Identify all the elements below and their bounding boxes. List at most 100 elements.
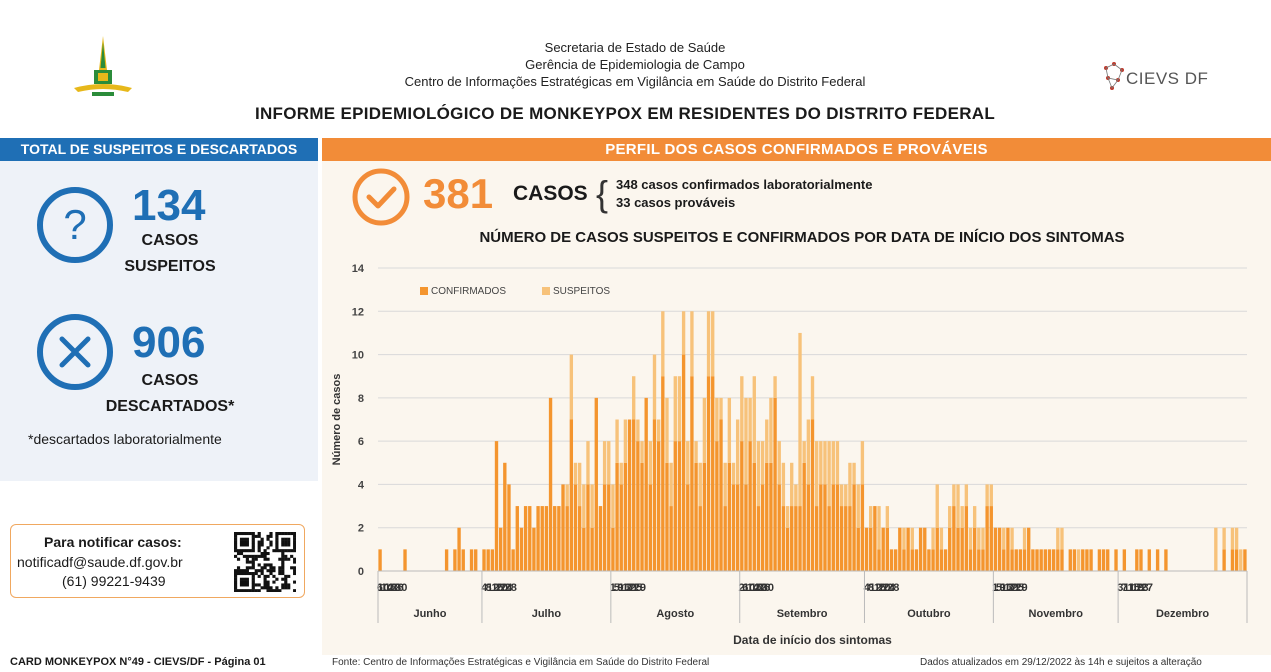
bar-confirmados bbox=[765, 462, 769, 571]
x-tick-label: 27 bbox=[1141, 582, 1153, 594]
bar-confirmados bbox=[507, 484, 511, 571]
bar-suspeitos bbox=[577, 462, 582, 507]
bar-confirmados bbox=[636, 441, 640, 571]
bar-suspeitos bbox=[636, 419, 640, 442]
bar-confirmados bbox=[977, 549, 981, 571]
bar-confirmados bbox=[706, 376, 711, 571]
bar-confirmados bbox=[819, 484, 823, 571]
bar-suspeitos bbox=[681, 311, 686, 355]
bar-suspeitos bbox=[848, 462, 852, 507]
bar-confirmados bbox=[1043, 549, 1048, 571]
x-tick-label: 18 bbox=[750, 582, 762, 594]
bar-confirmados bbox=[873, 506, 877, 571]
legend-swatch-suspeitos bbox=[542, 287, 550, 295]
bar-confirmados bbox=[918, 527, 923, 571]
x-tick-label: 12 bbox=[869, 582, 881, 594]
discarded-footnote: *descartados laboratorialmente bbox=[28, 431, 222, 447]
bar-confirmados bbox=[673, 441, 677, 571]
bar-confirmados bbox=[474, 549, 478, 571]
y-tick-label: 0 bbox=[358, 566, 364, 578]
y-tick-label: 6 bbox=[358, 436, 364, 448]
bar-confirmados bbox=[1234, 549, 1239, 571]
bar-confirmados bbox=[1018, 549, 1023, 571]
bar-confirmados bbox=[985, 506, 989, 571]
bar-confirmados bbox=[1039, 549, 1043, 571]
x-tick-label: 4 bbox=[481, 582, 488, 594]
bar-confirmados bbox=[1072, 549, 1077, 571]
bar-suspeitos bbox=[956, 484, 960, 528]
x-tick-label: 20 bbox=[496, 582, 508, 594]
bar-suspeitos bbox=[885, 506, 890, 528]
month-label: Dezembro bbox=[1156, 608, 1209, 620]
x-tick-label: 14 bbox=[747, 582, 760, 594]
notify-email-link[interactable]: notificadf@saude.df.gov.br bbox=[17, 554, 183, 570]
bar-confirmados bbox=[515, 506, 519, 571]
x-tick-label: 7 bbox=[1122, 582, 1128, 594]
bar-confirmados bbox=[623, 462, 628, 571]
x-tick-label: 10 bbox=[377, 582, 389, 594]
bar-suspeitos bbox=[677, 376, 682, 442]
x-tick-label: 5 bbox=[996, 582, 1002, 594]
suspected-label-line1: CASOS bbox=[141, 232, 199, 249]
x-tick-label: 29 bbox=[1015, 582, 1027, 594]
bar-suspeitos bbox=[719, 397, 723, 420]
x-tick-label: 16 bbox=[874, 582, 886, 594]
x-tick-label: 26 bbox=[758, 582, 770, 594]
month-label: Setembro bbox=[777, 608, 828, 620]
x-tick-label: 5 bbox=[614, 582, 620, 594]
header-line-2: Gerência de Epidemiologia de Campo bbox=[525, 57, 745, 72]
x-tick-label: 22 bbox=[754, 582, 766, 594]
bar-suspeitos bbox=[607, 441, 611, 485]
x-axis-title: Data de início dos sintomas bbox=[733, 633, 892, 647]
bar-suspeitos bbox=[1230, 527, 1235, 550]
x-tick-label: 30 bbox=[395, 582, 407, 594]
bar-confirmados bbox=[889, 549, 894, 571]
bar-confirmados bbox=[461, 549, 465, 571]
bar-confirmados bbox=[711, 376, 715, 571]
x-tick-label: 13 bbox=[618, 582, 630, 594]
qr-code-icon bbox=[234, 532, 296, 592]
bar-confirmados bbox=[723, 506, 727, 571]
bar-confirmados bbox=[611, 527, 615, 571]
x-tick-label: 29 bbox=[634, 582, 646, 594]
x-tick-label: 19 bbox=[1132, 582, 1144, 594]
bar-confirmados bbox=[523, 506, 528, 571]
bar-confirmados bbox=[914, 549, 919, 571]
y-tick-label: 4 bbox=[358, 479, 365, 491]
bar-confirmados bbox=[632, 419, 636, 571]
bar-confirmados bbox=[378, 549, 382, 571]
bar-suspeitos bbox=[1076, 549, 1081, 571]
bar-suspeitos bbox=[690, 311, 694, 377]
bar-suspeitos bbox=[740, 376, 744, 442]
bar-confirmados bbox=[644, 397, 648, 571]
bar-confirmados bbox=[665, 462, 669, 571]
bar-confirmados bbox=[573, 484, 578, 571]
bar-confirmados bbox=[1222, 549, 1226, 571]
bar-confirmados bbox=[935, 527, 939, 571]
bar-confirmados bbox=[881, 527, 885, 571]
bar-suspeitos bbox=[611, 484, 615, 528]
x-tick-label: 8 bbox=[486, 582, 492, 594]
bar-confirmados bbox=[1035, 549, 1039, 571]
bar-confirmados bbox=[777, 484, 781, 571]
bar-confirmados bbox=[594, 397, 598, 571]
y-tick-label: 8 bbox=[358, 393, 364, 405]
bar-suspeitos bbox=[773, 376, 777, 398]
bar-suspeitos bbox=[590, 484, 594, 528]
bar-suspeitos bbox=[1214, 527, 1218, 571]
bar-suspeitos bbox=[573, 462, 578, 485]
bar-suspeitos bbox=[960, 506, 964, 528]
bar-confirmados bbox=[590, 527, 594, 571]
footer-card-id: CARD MONKEYPOX N°49 - CIEVS/DF - Página … bbox=[10, 656, 266, 668]
bar-confirmados bbox=[403, 549, 407, 571]
bar-suspeitos bbox=[972, 506, 977, 528]
x-tick-label: 25 bbox=[1012, 582, 1024, 594]
discarded-label-line2: DESCARTADOS* bbox=[105, 398, 235, 415]
header-line-1: Secretaria de Estado de Saúde bbox=[544, 40, 726, 55]
x-tick-label: 12 bbox=[487, 582, 499, 594]
bar-suspeitos bbox=[711, 311, 715, 377]
x-tick-label: 17 bbox=[1004, 582, 1016, 594]
bar-confirmados bbox=[748, 441, 752, 571]
x-tick-label: 21 bbox=[626, 582, 638, 594]
bar-confirmados bbox=[557, 506, 561, 571]
